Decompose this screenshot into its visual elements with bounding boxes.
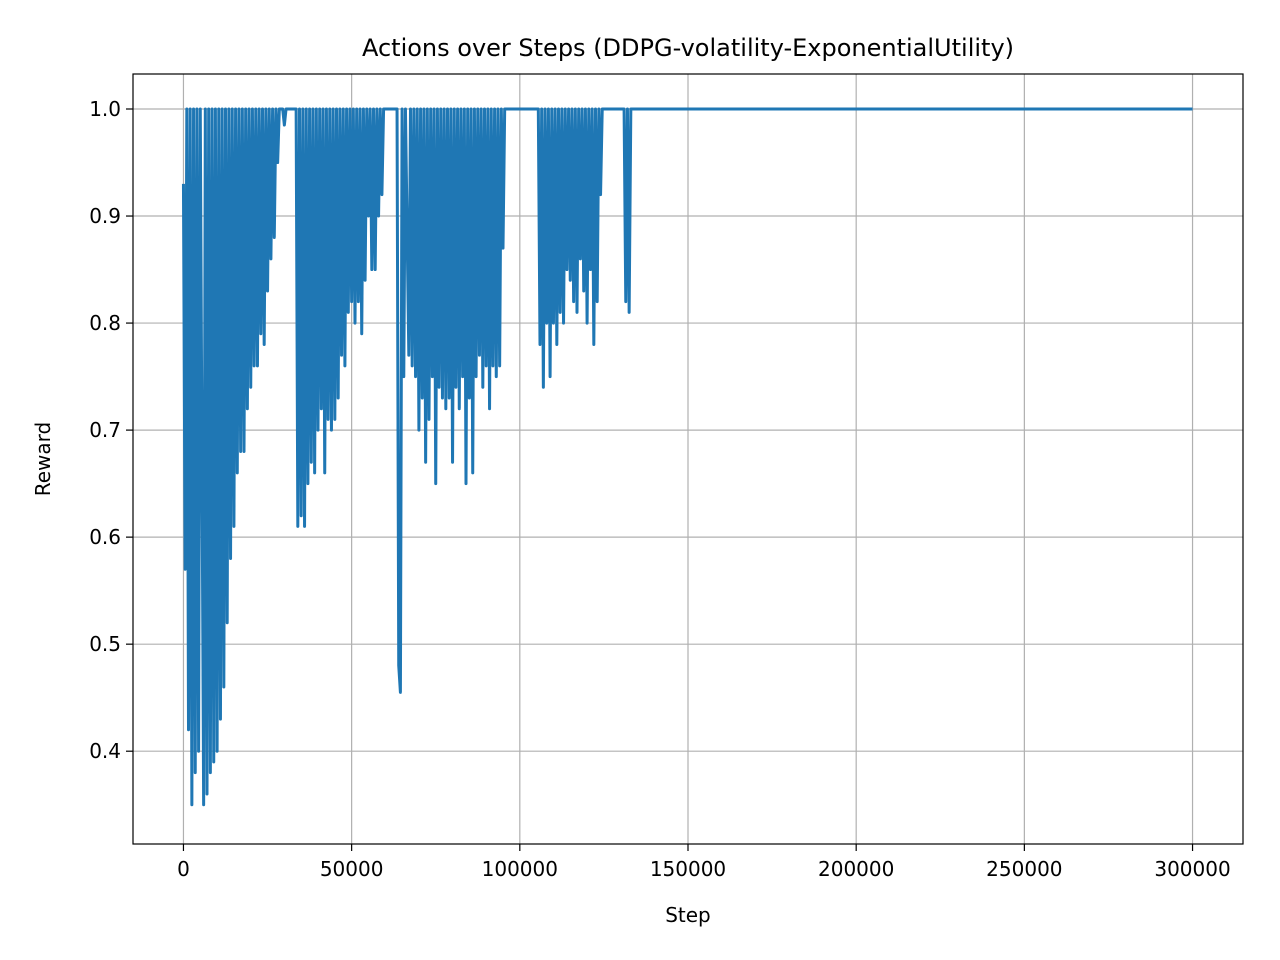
plot-layer xyxy=(133,74,1243,844)
y-tick-label: 0.7 xyxy=(89,418,121,442)
x-axis-label: Step xyxy=(665,903,711,927)
data-line xyxy=(181,107,1193,807)
y-tick-label: 0.4 xyxy=(89,739,121,763)
x-tick-label: 150000 xyxy=(650,857,726,881)
x-tick-label: 100000 xyxy=(482,857,558,881)
y-tick-label: 0.9 xyxy=(89,204,121,228)
x-tick-label: 300000 xyxy=(1154,857,1230,881)
x-tick-label: 0 xyxy=(177,857,190,881)
x-tick-label: 250000 xyxy=(986,857,1062,881)
y-tick-label: 0.5 xyxy=(89,632,121,656)
x-tick-label: 50000 xyxy=(320,857,384,881)
chart-title: Actions over Steps (DDPG-volatility-Expo… xyxy=(362,34,1014,62)
y-axis-label: Reward xyxy=(31,422,55,496)
y-tick-label: 0.6 xyxy=(89,525,121,549)
y-tick-label: 0.8 xyxy=(89,311,121,335)
x-tick-label: 200000 xyxy=(818,857,894,881)
y-tick-label: 1.0 xyxy=(89,97,121,121)
